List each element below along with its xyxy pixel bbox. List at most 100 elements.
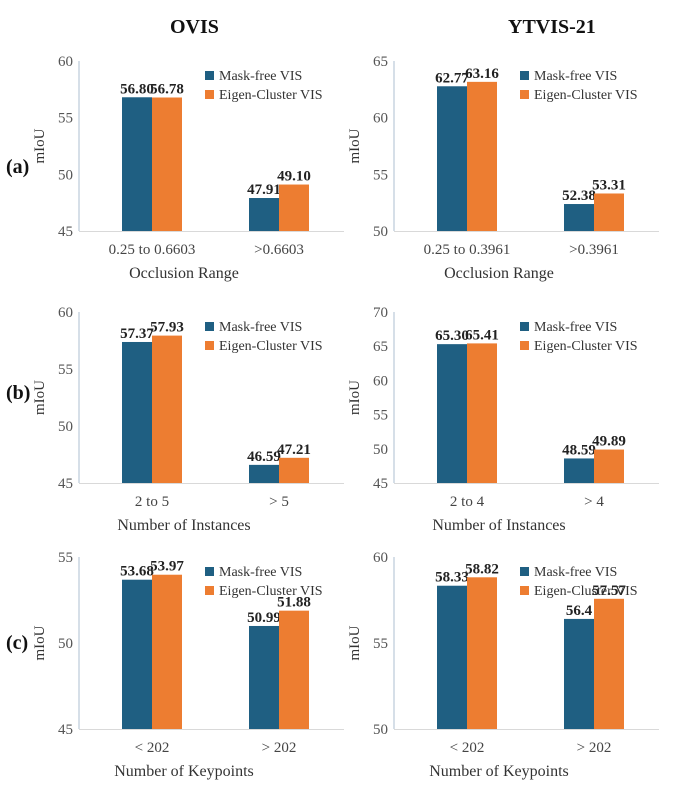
chart-2-y-tick-label-3: 60	[58, 305, 73, 321]
chart-4-legend-swatch-1	[205, 586, 214, 595]
chart-5-bar-1-1	[594, 598, 624, 729]
chart-4-y-axis-title: mIoU	[32, 625, 48, 660]
chart-2-data-label-0-0: 57.37	[120, 326, 154, 342]
chart-1-bar-1-1	[594, 193, 624, 231]
chart-4-category-label-1: > 202	[262, 740, 297, 756]
chart-2-data-label-1-0: 57.93	[150, 320, 184, 336]
chart-5-bar-1-0	[467, 577, 497, 729]
chart-1-data-label-0-1: 52.38	[562, 188, 596, 204]
chart-3-y-tick-label-1: 50	[373, 442, 388, 458]
chart-2-legend-label-1: Eigen-Cluster VIS	[219, 339, 323, 354]
chart-3-y-tick-label-0: 45	[373, 476, 388, 492]
chart-4-legend-swatch-0	[205, 567, 214, 576]
chart-2-data-label-0-1: 46.59	[247, 449, 281, 465]
chart-3-bar-0-0	[437, 344, 467, 483]
chart-3-y-tick-label-4: 65	[373, 339, 388, 355]
chart-4-data-label-0-0: 53.68	[120, 564, 154, 580]
chart-0-legend-label-1: Eigen-Cluster VIS	[219, 88, 323, 103]
chart-4-bar-0-1	[249, 625, 279, 729]
chart-3-legend-swatch-1	[520, 341, 529, 350]
chart-4-y-tick-label-0: 45	[58, 722, 73, 738]
chart-3-category-label-1: > 4	[584, 494, 604, 510]
chart-3-legend-label-0: Mask-free VIS	[534, 320, 617, 335]
chart-5-bar-0-0	[437, 585, 467, 729]
chart-2-bar-1-0	[152, 335, 182, 483]
chart-1-y-tick-label-2: 60	[373, 111, 388, 127]
chart-0-y-axis-title: mIoU	[32, 128, 48, 163]
chart-1-data-label-1-0: 63.16	[465, 66, 499, 82]
chart-5-y-tick-label-2: 60	[373, 550, 388, 566]
chart-0-y-tick-label-3: 60	[58, 54, 73, 70]
chart-2-legend-swatch-0	[205, 322, 214, 331]
chart-5-data-label-1-0: 58.82	[465, 561, 499, 577]
chart-3-bar-0-1	[564, 458, 594, 483]
chart-3-y-axis-title: mIoU	[347, 380, 363, 415]
chart-5-y-tick-label-0: 50	[373, 722, 388, 738]
chart-5-category-label-0: < 202	[450, 740, 485, 756]
chart-5-x-axis-title: Number of Keypoints	[429, 763, 569, 780]
chart-5-legend-swatch-1	[520, 586, 529, 595]
chart-2-y-tick-label-0: 45	[58, 476, 73, 492]
chart-4-x-axis-title: Number of Keypoints	[114, 763, 254, 780]
chart-0-legend-label-0: Mask-free VIS	[219, 69, 302, 84]
chart-3-legend-swatch-0	[520, 322, 529, 331]
chart-5-data-label-0-0: 58.33	[435, 570, 469, 586]
chart-1-data-label-1-1: 53.31	[592, 177, 626, 193]
chart-1-bar-0-0	[437, 86, 467, 231]
chart-4-data-label-0-1: 50.99	[247, 610, 281, 626]
chart-5-y-tick-label-1: 55	[373, 636, 388, 652]
chart-4-y-tick-label-1: 50	[58, 636, 73, 652]
chart-3-data-label-0-0: 65.30	[435, 328, 469, 344]
chart-3-data-label-1-0: 65.41	[465, 327, 499, 343]
chart-0-data-label-1-0: 56.78	[150, 81, 184, 97]
chart-0-legend-swatch-1	[205, 90, 214, 99]
chart-0-x-axis-title: Occlusion Range	[129, 265, 239, 282]
chart-2-data-label-1-1: 47.21	[277, 442, 311, 458]
chart-1-legend-label-1: Eigen-Cluster VIS	[534, 88, 638, 103]
chart-4-y-tick-label-2: 55	[58, 550, 73, 566]
chart-4-bar-1-1	[279, 610, 309, 729]
chart-3-data-label-0-1: 48.59	[562, 442, 596, 458]
chart-0-category-label-0: 0.25 to 0.6603	[109, 242, 196, 258]
chart-0-y-tick-label-2: 55	[58, 111, 73, 127]
chart-1-y-tick-label-1: 55	[373, 167, 388, 183]
chart-3-category-label-0: 2 to 4	[450, 494, 485, 510]
chart-0-y-tick-label-1: 50	[58, 167, 73, 183]
chart-4-category-label-0: < 202	[135, 740, 170, 756]
chart-0-y-tick-label-0: 45	[58, 224, 73, 240]
chart-3-y-tick-label-5: 70	[373, 305, 388, 321]
chart-2-bar-0-0	[122, 341, 152, 483]
chart-4-bar-0-0	[122, 579, 152, 729]
chart-4-legend-label-0: Mask-free VIS	[219, 565, 302, 580]
chart-5-legend-label-0: Mask-free VIS	[534, 565, 617, 580]
chart-0-category-label-1: >0.6603	[254, 242, 304, 258]
chart-1-y-tick-label-3: 65	[373, 54, 388, 70]
chart-0-data-label-1-1: 49.10	[277, 169, 311, 185]
chart-0-bar-1-1	[279, 184, 309, 231]
chart-1-bar-1-0	[467, 81, 497, 231]
chart-0-bar-1-0	[152, 97, 182, 231]
chart-5-data-label-1-1: 57.57	[592, 583, 626, 599]
chart-5-bar-0-1	[564, 618, 594, 729]
chart-4-data-label-1-0: 53.97	[150, 559, 184, 575]
chart-2-y-axis-title: mIoU	[32, 380, 48, 415]
chart-0-data-label-0-1: 47.91	[247, 182, 281, 198]
chart-0-bar-0-0	[122, 97, 152, 232]
chart-1-x-axis-title: Occlusion Range	[444, 265, 554, 282]
chart-1-category-label-0: 0.25 to 0.3961	[424, 242, 511, 258]
chart-4-data-label-1-1: 51.88	[277, 595, 311, 611]
chart-5-legend-label-1: Eigen-Cluster VIS	[534, 584, 638, 599]
chart-4-legend-label-1: Eigen-Cluster VIS	[219, 584, 323, 599]
chart-3-bar-1-1	[594, 449, 624, 483]
column-title-ovis: OVIS	[170, 16, 219, 38]
chart-5-category-label-1: > 202	[577, 740, 612, 756]
chart-3-y-tick-label-3: 60	[373, 373, 388, 389]
chart-2-category-label-0: 2 to 5	[135, 494, 169, 510]
chart-1-category-label-1: >0.3961	[569, 242, 619, 258]
column-title-ytvis21: YTVIS-21	[508, 16, 596, 38]
chart-1-data-label-0-0: 62.77	[435, 70, 469, 86]
chart-3-x-axis-title: Number of Instances	[432, 517, 565, 534]
chart-2-bar-0-1	[249, 464, 279, 483]
row-label-a: (a)	[6, 156, 30, 178]
